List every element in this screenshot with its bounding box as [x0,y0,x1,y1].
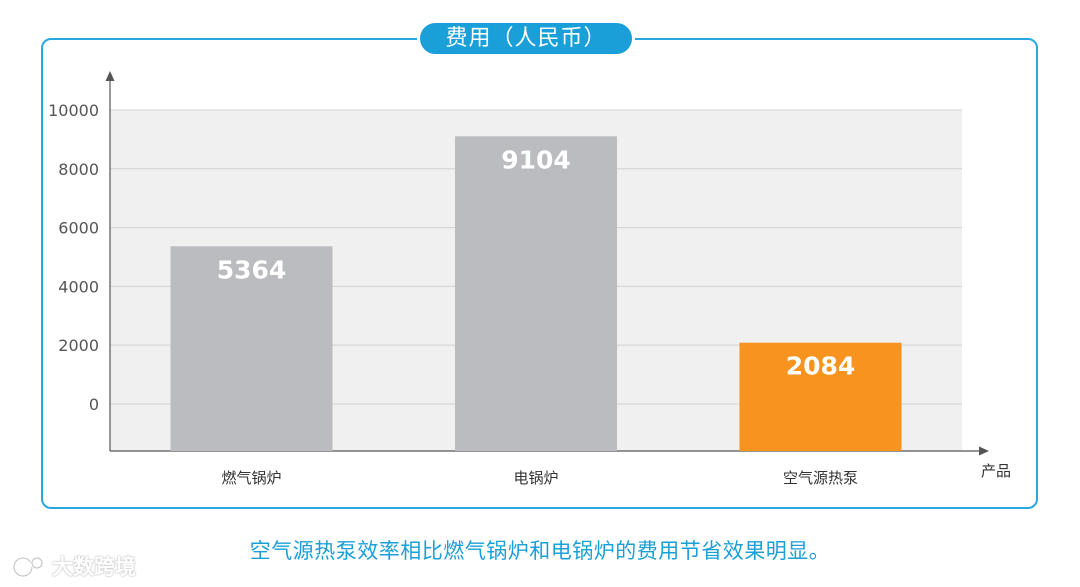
watermark: 大数跨境 [10,552,145,582]
bar-1 [170,246,333,451]
y-tick-label: 4000 [58,277,99,296]
y-tick-label: 8000 [58,160,99,179]
watermark-text: 大数跨境 [52,555,136,579]
x-axis-title: 产品 [981,462,1011,480]
chart-title: 费用（人民币） [417,20,635,57]
y-tick-label: 0 [89,395,99,414]
data-label: 9104 [501,145,571,174]
logo-icon [12,556,44,578]
bar-2 [455,136,617,452]
chart-caption: 空气源热泵效率相比燃气锅炉和电锅炉的费用节省效果明显。 [249,539,831,563]
data-label: 5364 [217,255,287,284]
x-tick-label: 电锅炉 [513,469,558,487]
y-tick-label: 6000 [58,219,99,238]
y-axis-arrow-icon [105,71,115,81]
x-tick-label: 空气源热泵 [783,469,858,487]
x-axis-arrow-icon [979,446,989,456]
x-tick-label: 燃气锅炉 [221,469,281,487]
y-tick-label: 2000 [58,336,99,355]
data-label: 2084 [786,352,856,381]
plot-area: 0 2000 4000 6000 8000 10000 5364 燃气锅炉 9104 电锅炉 208… [48,71,989,487]
y-tick-label: 10000 [48,101,99,120]
bar-3 [739,342,902,451]
